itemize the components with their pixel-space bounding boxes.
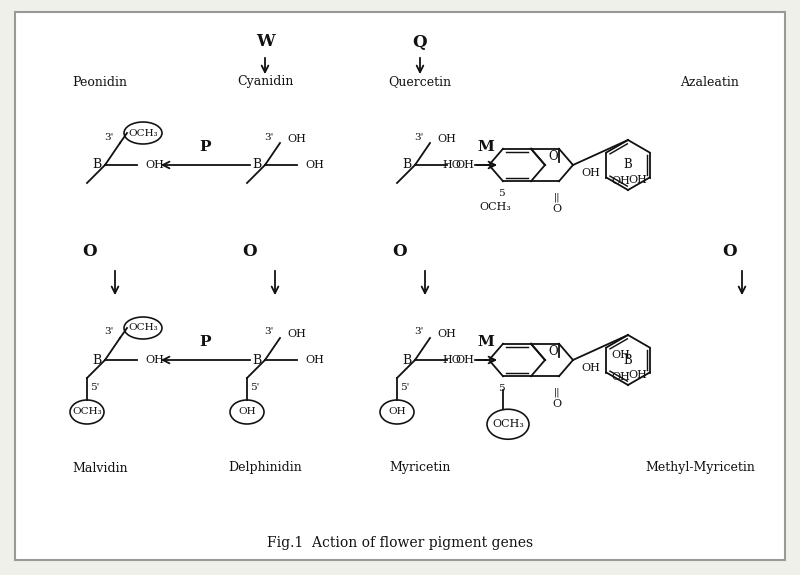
Text: 3': 3' bbox=[414, 328, 424, 336]
Text: P: P bbox=[199, 140, 210, 154]
Text: B: B bbox=[92, 159, 102, 171]
Text: OH: OH bbox=[437, 329, 456, 339]
Text: Methyl-Myricetin: Methyl-Myricetin bbox=[645, 462, 755, 474]
Text: OH: OH bbox=[145, 355, 164, 365]
Text: B: B bbox=[252, 354, 262, 366]
Text: O: O bbox=[722, 243, 738, 260]
Text: 5': 5' bbox=[250, 384, 260, 393]
Text: OH: OH bbox=[581, 363, 600, 373]
Text: W: W bbox=[256, 33, 274, 51]
Text: Myricetin: Myricetin bbox=[390, 462, 450, 474]
Text: OCH₃: OCH₃ bbox=[479, 202, 511, 212]
Text: B: B bbox=[252, 159, 262, 171]
Text: Peonidin: Peonidin bbox=[73, 75, 127, 89]
Text: O: O bbox=[393, 243, 407, 260]
Text: OH: OH bbox=[287, 134, 306, 144]
Text: OCH₃: OCH₃ bbox=[128, 324, 158, 332]
Text: OH: OH bbox=[437, 134, 456, 144]
Text: M: M bbox=[478, 140, 494, 154]
Text: OH: OH bbox=[611, 351, 630, 361]
Text: Malvidin: Malvidin bbox=[72, 462, 128, 474]
Text: 3': 3' bbox=[104, 132, 114, 141]
Text: O: O bbox=[242, 243, 258, 260]
Text: O: O bbox=[548, 150, 558, 163]
Text: 3': 3' bbox=[264, 132, 274, 141]
Text: OH: OH bbox=[305, 160, 324, 170]
Text: O: O bbox=[548, 345, 558, 358]
Text: OH: OH bbox=[628, 370, 647, 380]
Text: OH: OH bbox=[145, 160, 164, 170]
Text: B: B bbox=[624, 159, 632, 171]
Text: Fig.1  Action of flower pigment genes: Fig.1 Action of flower pigment genes bbox=[267, 536, 533, 550]
Text: 5: 5 bbox=[498, 384, 504, 393]
Text: Azaleatin: Azaleatin bbox=[681, 75, 739, 89]
Text: O: O bbox=[553, 204, 562, 214]
Text: OCH₃: OCH₃ bbox=[492, 419, 524, 430]
Text: OH: OH bbox=[287, 329, 306, 339]
Text: ||: || bbox=[554, 388, 560, 397]
Text: Quercetin: Quercetin bbox=[389, 75, 451, 89]
Text: OH: OH bbox=[455, 160, 474, 170]
Text: O: O bbox=[553, 399, 562, 409]
Text: 5': 5' bbox=[400, 384, 410, 393]
Text: B: B bbox=[402, 354, 412, 366]
Text: OH: OH bbox=[455, 355, 474, 365]
Text: B: B bbox=[624, 354, 632, 366]
Text: Cyanidin: Cyanidin bbox=[237, 75, 293, 89]
Text: Delphinidin: Delphinidin bbox=[228, 462, 302, 474]
Text: OH: OH bbox=[581, 168, 600, 178]
Text: OH: OH bbox=[611, 177, 630, 186]
Text: Q: Q bbox=[413, 33, 427, 51]
Text: HO: HO bbox=[442, 355, 461, 365]
Text: 3': 3' bbox=[264, 328, 274, 336]
Text: OH: OH bbox=[388, 408, 406, 416]
Text: 5': 5' bbox=[90, 384, 100, 393]
FancyBboxPatch shape bbox=[15, 12, 785, 560]
Text: M: M bbox=[478, 335, 494, 349]
Text: OH: OH bbox=[628, 175, 647, 185]
Text: OCH₃: OCH₃ bbox=[128, 128, 158, 137]
Text: O: O bbox=[82, 243, 98, 260]
Text: B: B bbox=[402, 159, 412, 171]
Text: OCH₃: OCH₃ bbox=[72, 408, 102, 416]
Text: OH: OH bbox=[611, 371, 630, 381]
Text: HO: HO bbox=[442, 160, 461, 170]
Text: 3': 3' bbox=[414, 132, 424, 141]
Text: ||: || bbox=[554, 193, 560, 202]
Text: OH: OH bbox=[305, 355, 324, 365]
Text: OH: OH bbox=[238, 408, 256, 416]
Text: B: B bbox=[92, 354, 102, 366]
Text: P: P bbox=[199, 335, 210, 349]
Text: 5: 5 bbox=[498, 189, 504, 198]
Text: 3': 3' bbox=[104, 328, 114, 336]
